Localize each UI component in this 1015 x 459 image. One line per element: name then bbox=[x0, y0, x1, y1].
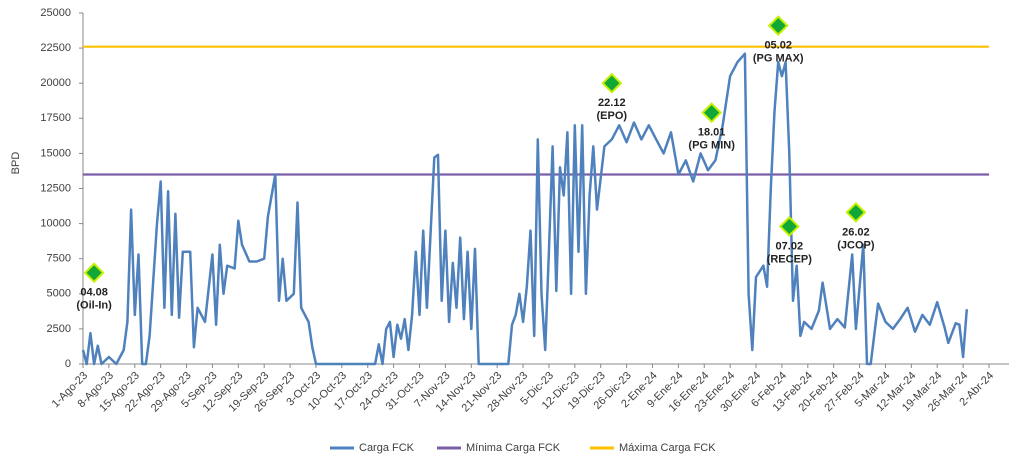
legend-label: Carga FCK bbox=[359, 442, 415, 454]
y-tick-label: 25000 bbox=[40, 7, 71, 19]
y-tick-label: 2500 bbox=[47, 323, 71, 335]
annotation-marker bbox=[701, 102, 723, 124]
legend-label: Máxima Carga FCK bbox=[619, 442, 716, 454]
y-axis-label: BPD bbox=[10, 152, 22, 175]
annotation-label: 05.02 bbox=[764, 40, 792, 52]
annotation-sublabel: (PG MAX) bbox=[753, 53, 804, 65]
annotation-marker bbox=[601, 72, 623, 94]
annotation-label: 26.02 bbox=[842, 226, 870, 238]
y-tick-label: 10000 bbox=[40, 218, 71, 230]
annotation-label: 04.08 bbox=[80, 287, 108, 299]
legend-entry: Mínima Carga FCK bbox=[437, 442, 561, 454]
annotation-label: 22.12 bbox=[598, 97, 626, 109]
y-tick-label: 12500 bbox=[40, 182, 71, 194]
y-tick-label: 15000 bbox=[40, 147, 71, 159]
series-line bbox=[81, 52, 969, 366]
y-tick-label: 20000 bbox=[40, 77, 71, 89]
y-tick-label: 0 bbox=[65, 358, 71, 370]
y-tick-label: 22500 bbox=[40, 42, 71, 54]
annotation-marker bbox=[767, 15, 789, 37]
annotation-marker bbox=[845, 201, 867, 223]
y-tick-label: 5000 bbox=[47, 288, 71, 300]
annotation-marker bbox=[778, 215, 800, 237]
legend-entry: Carga FCK bbox=[330, 442, 415, 454]
y-tick-label: 7500 bbox=[47, 253, 71, 265]
annotation-label: 18.01 bbox=[698, 127, 726, 139]
y-tick-label: 17500 bbox=[40, 112, 71, 124]
legend-entry: Máxima Carga FCK bbox=[590, 442, 716, 454]
annotation-sublabel: (RECEP) bbox=[767, 253, 813, 265]
annotation-marker bbox=[83, 262, 105, 284]
annotation-sublabel: (JCOP) bbox=[837, 239, 875, 251]
annotation-sublabel: (PG MIN) bbox=[688, 140, 735, 152]
annotation-sublabel: (EPO) bbox=[597, 110, 628, 122]
legend-label: Mínima Carga FCK bbox=[466, 442, 561, 454]
annotation-sublabel: (Oil-In) bbox=[76, 300, 112, 312]
annotation-label: 07.02 bbox=[776, 240, 804, 252]
